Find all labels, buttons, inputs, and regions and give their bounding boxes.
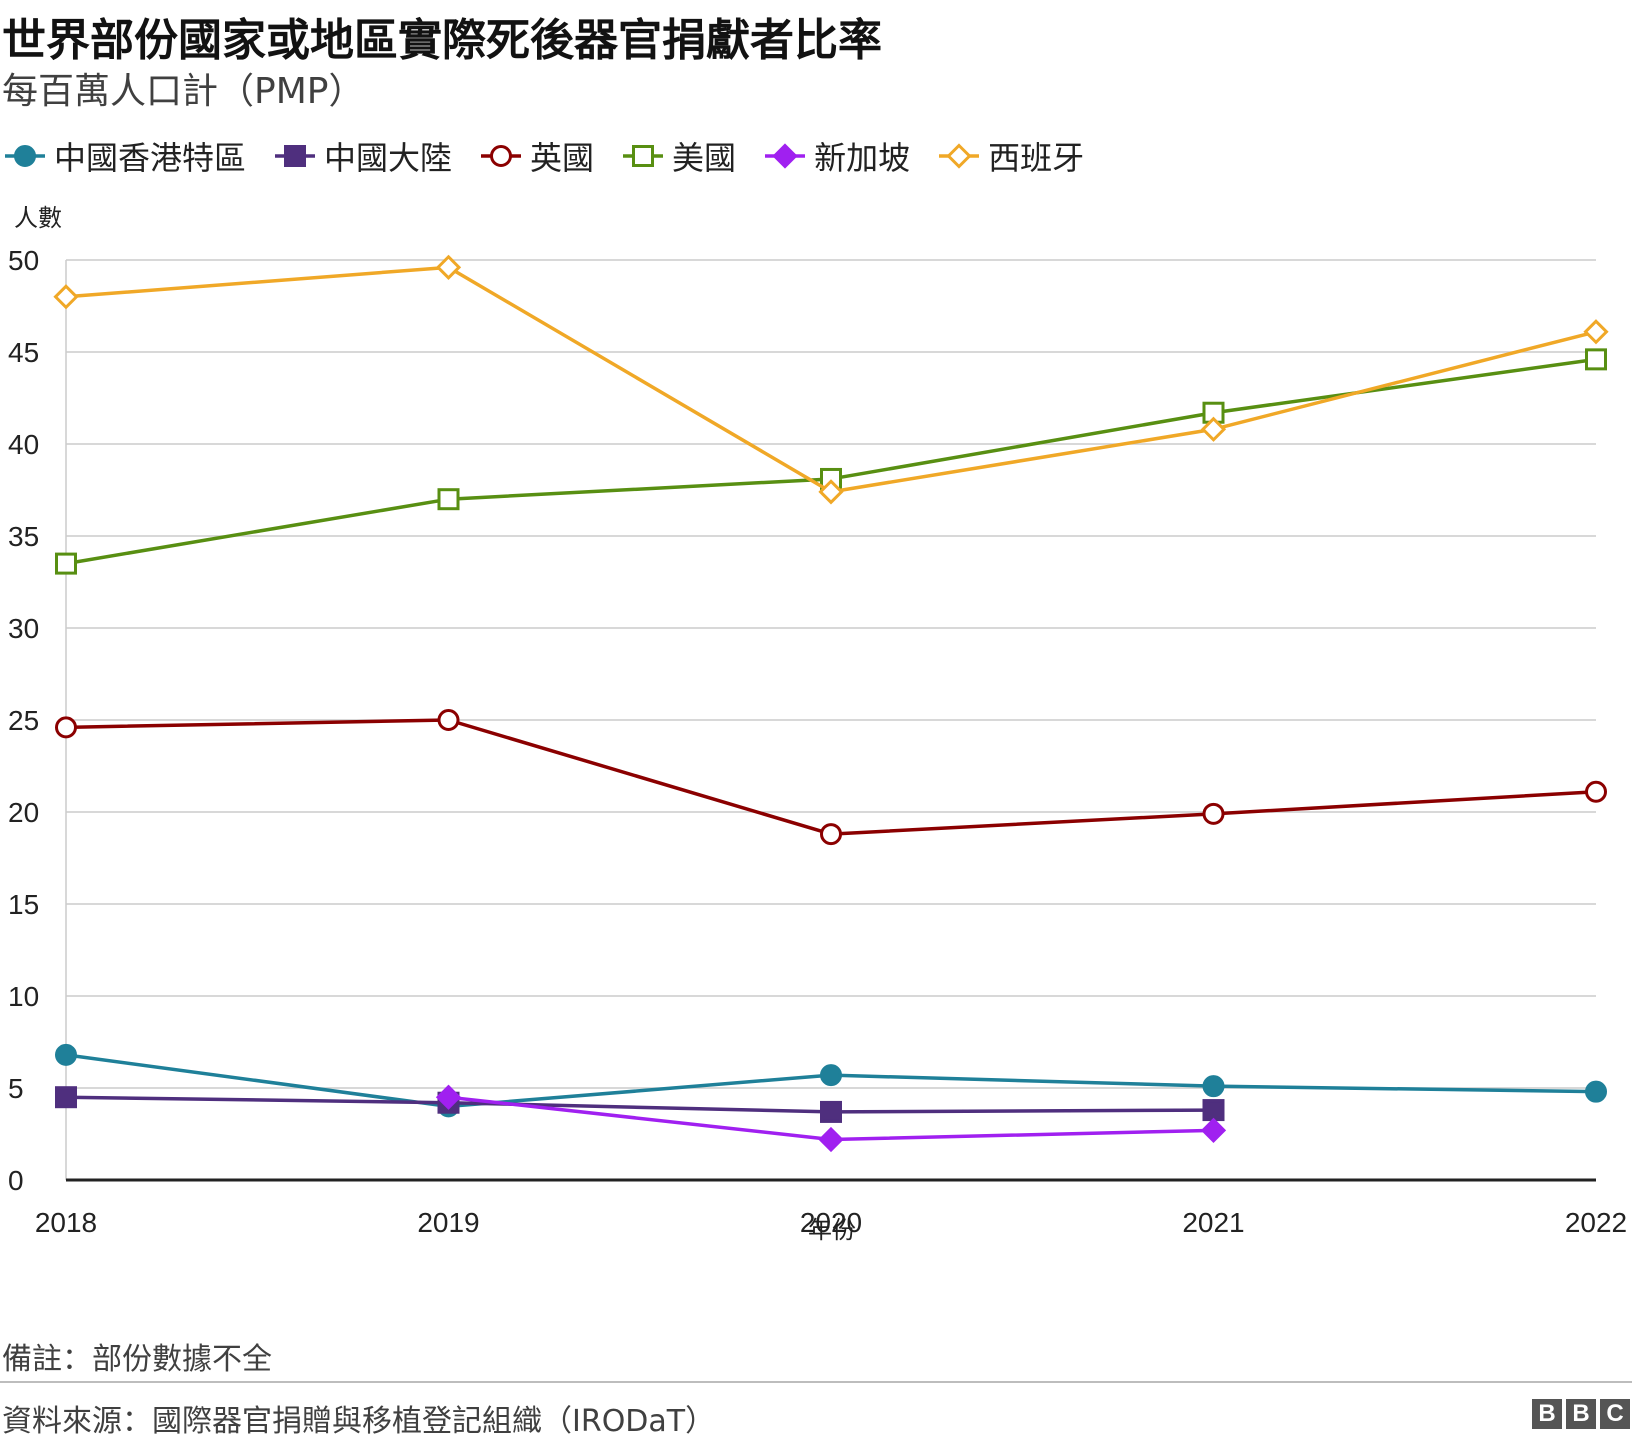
gridlines <box>65 259 1596 1182</box>
legend-swatch <box>939 143 980 169</box>
series-line <box>65 718 1597 836</box>
y-tick-label: 50 <box>8 245 39 276</box>
line-chart: 0 5 10 15 20 25 30 35 40 45 50 2018 2019 2020 2021 202… <box>8 204 1627 1244</box>
series-美國 <box>55 348 1607 575</box>
legend: 中國香港特區 中國大陸 英國 美國 新加坡 西班牙 <box>4 134 1112 178</box>
x-tick-label: 2021 <box>1182 1207 1244 1238</box>
data-point <box>435 1084 462 1110</box>
legend-label: 中國香港特區 <box>54 139 247 177</box>
data-point <box>1585 1080 1607 1103</box>
legend-label: 中國大陸 <box>324 139 453 177</box>
y-tick-label: 15 <box>8 889 39 920</box>
legend-marker <box>946 143 972 169</box>
data-point <box>55 716 77 739</box>
series-西班牙 <box>53 254 1609 505</box>
legend-swatch <box>623 145 664 167</box>
data-point <box>1585 348 1607 371</box>
legend-label: 美國 <box>672 139 737 177</box>
legend-label: 新加坡 <box>814 139 911 177</box>
y-tick-label: 40 <box>8 429 39 460</box>
data-point <box>55 1043 77 1066</box>
legend-marker <box>14 145 36 167</box>
data-point <box>437 488 460 511</box>
bbc-logo: B B C <box>1528 1399 1630 1429</box>
series-line <box>65 1095 1214 1114</box>
data-point <box>1200 1117 1227 1143</box>
y-axis-ticks: 0 5 10 15 20 25 30 35 40 45 50 <box>8 245 39 1196</box>
y-tick-label: 5 <box>8 1073 24 1104</box>
legend-item: 西班牙 <box>938 133 1084 179</box>
logo-letter: B <box>1566 1399 1596 1429</box>
x-tick-label: 2019 <box>417 1207 479 1238</box>
chart-title: 世界部份國家或地區實際死後器官捐獻者比率 <box>2 15 882 66</box>
logo-letter: B <box>1532 1399 1562 1429</box>
series-新加坡 <box>435 1084 1227 1153</box>
logo-letter: C <box>1600 1399 1630 1429</box>
y-tick-label: 20 <box>8 797 39 828</box>
legend-marker <box>284 145 307 167</box>
x-tick-label: 2018 <box>35 1207 97 1238</box>
legend-label: 西班牙 <box>988 139 1085 177</box>
data-point <box>818 1126 844 1153</box>
y-tick-label: 0 <box>8 1165 24 1196</box>
data-point <box>820 823 842 846</box>
y-tick-label: 10 <box>8 981 39 1012</box>
data-point <box>818 479 844 505</box>
chart-subtitle: 每百萬人口計（PMP） <box>2 71 365 112</box>
legend-item: 中國大陸 <box>274 133 452 179</box>
data-point <box>1583 319 1609 345</box>
data-point <box>820 1064 842 1087</box>
y-tick-label: 45 <box>8 337 39 368</box>
data-point <box>1202 1075 1225 1098</box>
legend-swatch <box>275 145 316 167</box>
chart-note: 備註：部份數據不全 <box>2 1342 272 1377</box>
legend-swatch <box>5 145 45 167</box>
series-layer <box>53 254 1609 1153</box>
x-axis-title: 年份 <box>808 1216 856 1244</box>
x-axis-ticks: 2018 2019 2020 2021 2022 <box>35 1207 1627 1238</box>
data-point <box>1202 1099 1225 1122</box>
footer-divider <box>0 1381 1632 1383</box>
data-point <box>437 709 460 731</box>
x-tick-label: 2022 <box>1565 1207 1627 1238</box>
source-credit: 資料來源：國際器官捐贈與移植登記組織（IRODaT） <box>2 1404 716 1439</box>
data-point <box>55 552 77 575</box>
series-中國大陸 <box>55 1086 1225 1123</box>
legend-item: 新加坡 <box>764 133 910 179</box>
legend-item: 美國 <box>622 133 736 179</box>
y-tick-label: 30 <box>8 613 39 644</box>
data-point <box>1202 802 1225 825</box>
y-axis-title: 人數 <box>14 204 62 232</box>
legend-item: 中國香港特區 <box>4 133 246 179</box>
x-tick-label: 2020 <box>800 1207 862 1238</box>
data-point <box>1585 780 1607 803</box>
legend-label: 英國 <box>530 139 595 177</box>
legend-marker <box>632 145 655 167</box>
series-英國 <box>55 709 1607 846</box>
data-point <box>53 284 79 310</box>
legend-marker <box>772 143 798 169</box>
y-tick-label: 25 <box>8 705 39 736</box>
data-point <box>820 1100 842 1123</box>
y-tick-label: 35 <box>8 521 39 552</box>
data-point <box>435 254 462 280</box>
legend-swatch <box>765 143 806 169</box>
legend-item: 英國 <box>480 133 594 179</box>
series-line <box>65 265 1597 494</box>
data-point <box>55 1086 77 1109</box>
legend-swatch <box>481 145 522 167</box>
legend-marker <box>490 145 513 167</box>
data-point <box>1200 416 1227 442</box>
